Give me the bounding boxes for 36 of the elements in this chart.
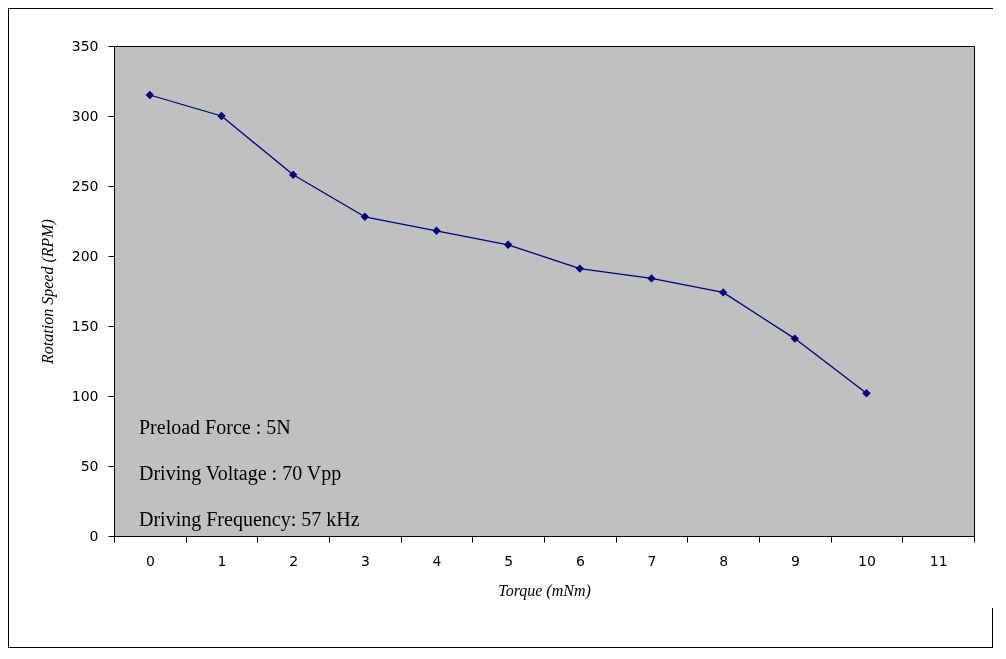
x-tick-label: 0 bbox=[145, 552, 155, 569]
x-tick-label: 7 bbox=[647, 552, 657, 569]
point bbox=[575, 264, 585, 273]
point bbox=[145, 90, 155, 100]
point bbox=[862, 389, 871, 398]
point bbox=[217, 111, 226, 121]
x-tick-label: 2 bbox=[289, 552, 299, 569]
annotation: Driving Voltage : 70 Vpp bbox=[139, 462, 342, 485]
point bbox=[288, 170, 298, 179]
y-tick-label: 300 bbox=[71, 107, 99, 124]
y-tick-label: 200 bbox=[71, 247, 99, 264]
x-tick-label: 4 bbox=[432, 552, 442, 569]
point bbox=[360, 212, 370, 221]
x-tick-label: 6 bbox=[575, 552, 585, 569]
point bbox=[432, 226, 441, 235]
point bbox=[790, 334, 800, 343]
y-tick-label: 50 bbox=[80, 457, 99, 474]
x-tick-label: 5 bbox=[504, 552, 514, 569]
y-tick-label: 350 bbox=[71, 37, 99, 54]
x-tick-label: 11 bbox=[929, 552, 948, 569]
x-tick-label: 3 bbox=[360, 552, 370, 569]
y-tick-label: 0 bbox=[89, 527, 99, 544]
x-tick-label: 1 bbox=[217, 552, 227, 569]
x-tick-label: 10 bbox=[858, 552, 876, 569]
annotation: Preload Force : 5N bbox=[139, 416, 291, 438]
y-tick-label: 100 bbox=[71, 387, 99, 404]
annotation: Driving Frequency: 57 kHz bbox=[139, 508, 360, 531]
y-tick-label: 150 bbox=[71, 317, 99, 334]
point bbox=[503, 240, 513, 249]
y-tick-label: 250 bbox=[71, 177, 99, 194]
x-axis-title: Torque (mNm) bbox=[498, 581, 591, 600]
point bbox=[647, 274, 656, 283]
point bbox=[718, 288, 728, 297]
x-tick-label: 9 bbox=[790, 552, 800, 569]
y-axis-title: Rotation Speed (RPM) bbox=[38, 219, 57, 365]
x-tick-label: 8 bbox=[719, 552, 729, 569]
